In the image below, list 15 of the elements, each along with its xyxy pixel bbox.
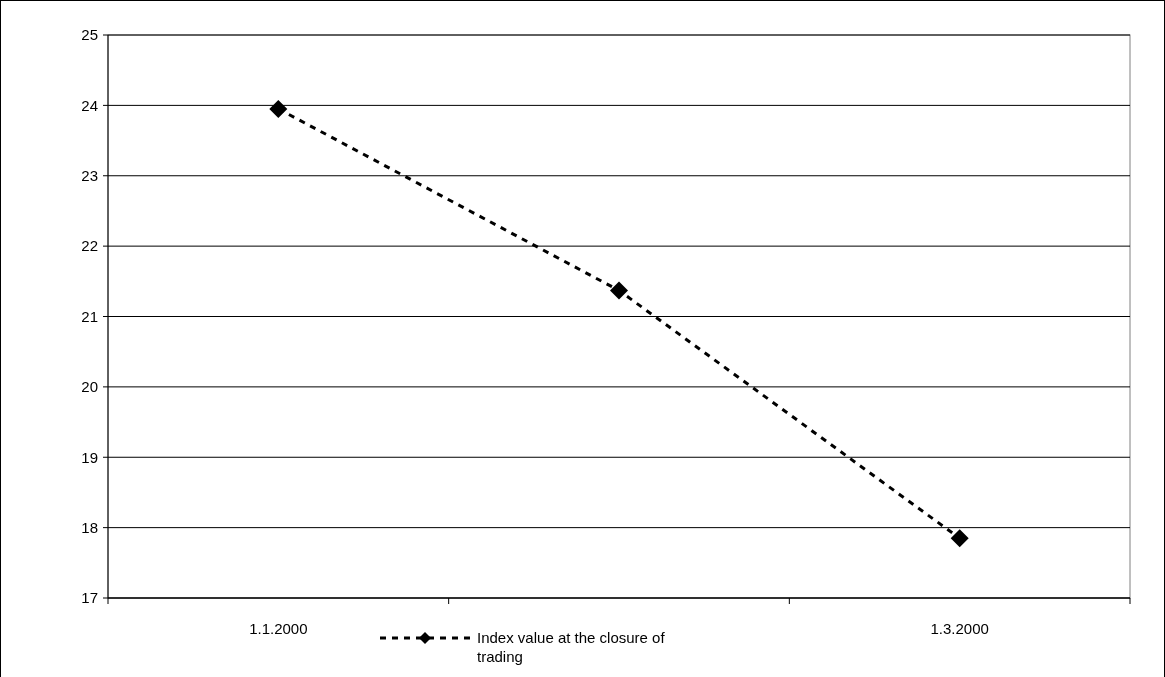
x-tick-label: 1.1.2000	[249, 620, 308, 637]
point	[950, 529, 969, 548]
point	[269, 99, 288, 118]
y-tick-label: 19	[81, 448, 98, 466]
y-tick-label: 18	[81, 518, 98, 536]
text: Index value at the closure of trading	[477, 629, 666, 665]
y-tick-label: 20	[81, 378, 98, 396]
x-tick-label: 1.3.2000	[930, 620, 989, 637]
y-tick-label: 23	[81, 167, 98, 184]
y-tick-label: 22	[81, 237, 98, 255]
y-tick-label: 17	[81, 589, 98, 607]
y-tick-label: 25	[81, 26, 98, 44]
y-tick-label: 21	[81, 307, 98, 325]
point	[610, 281, 628, 300]
y-tick-label: 24	[81, 96, 98, 114]
